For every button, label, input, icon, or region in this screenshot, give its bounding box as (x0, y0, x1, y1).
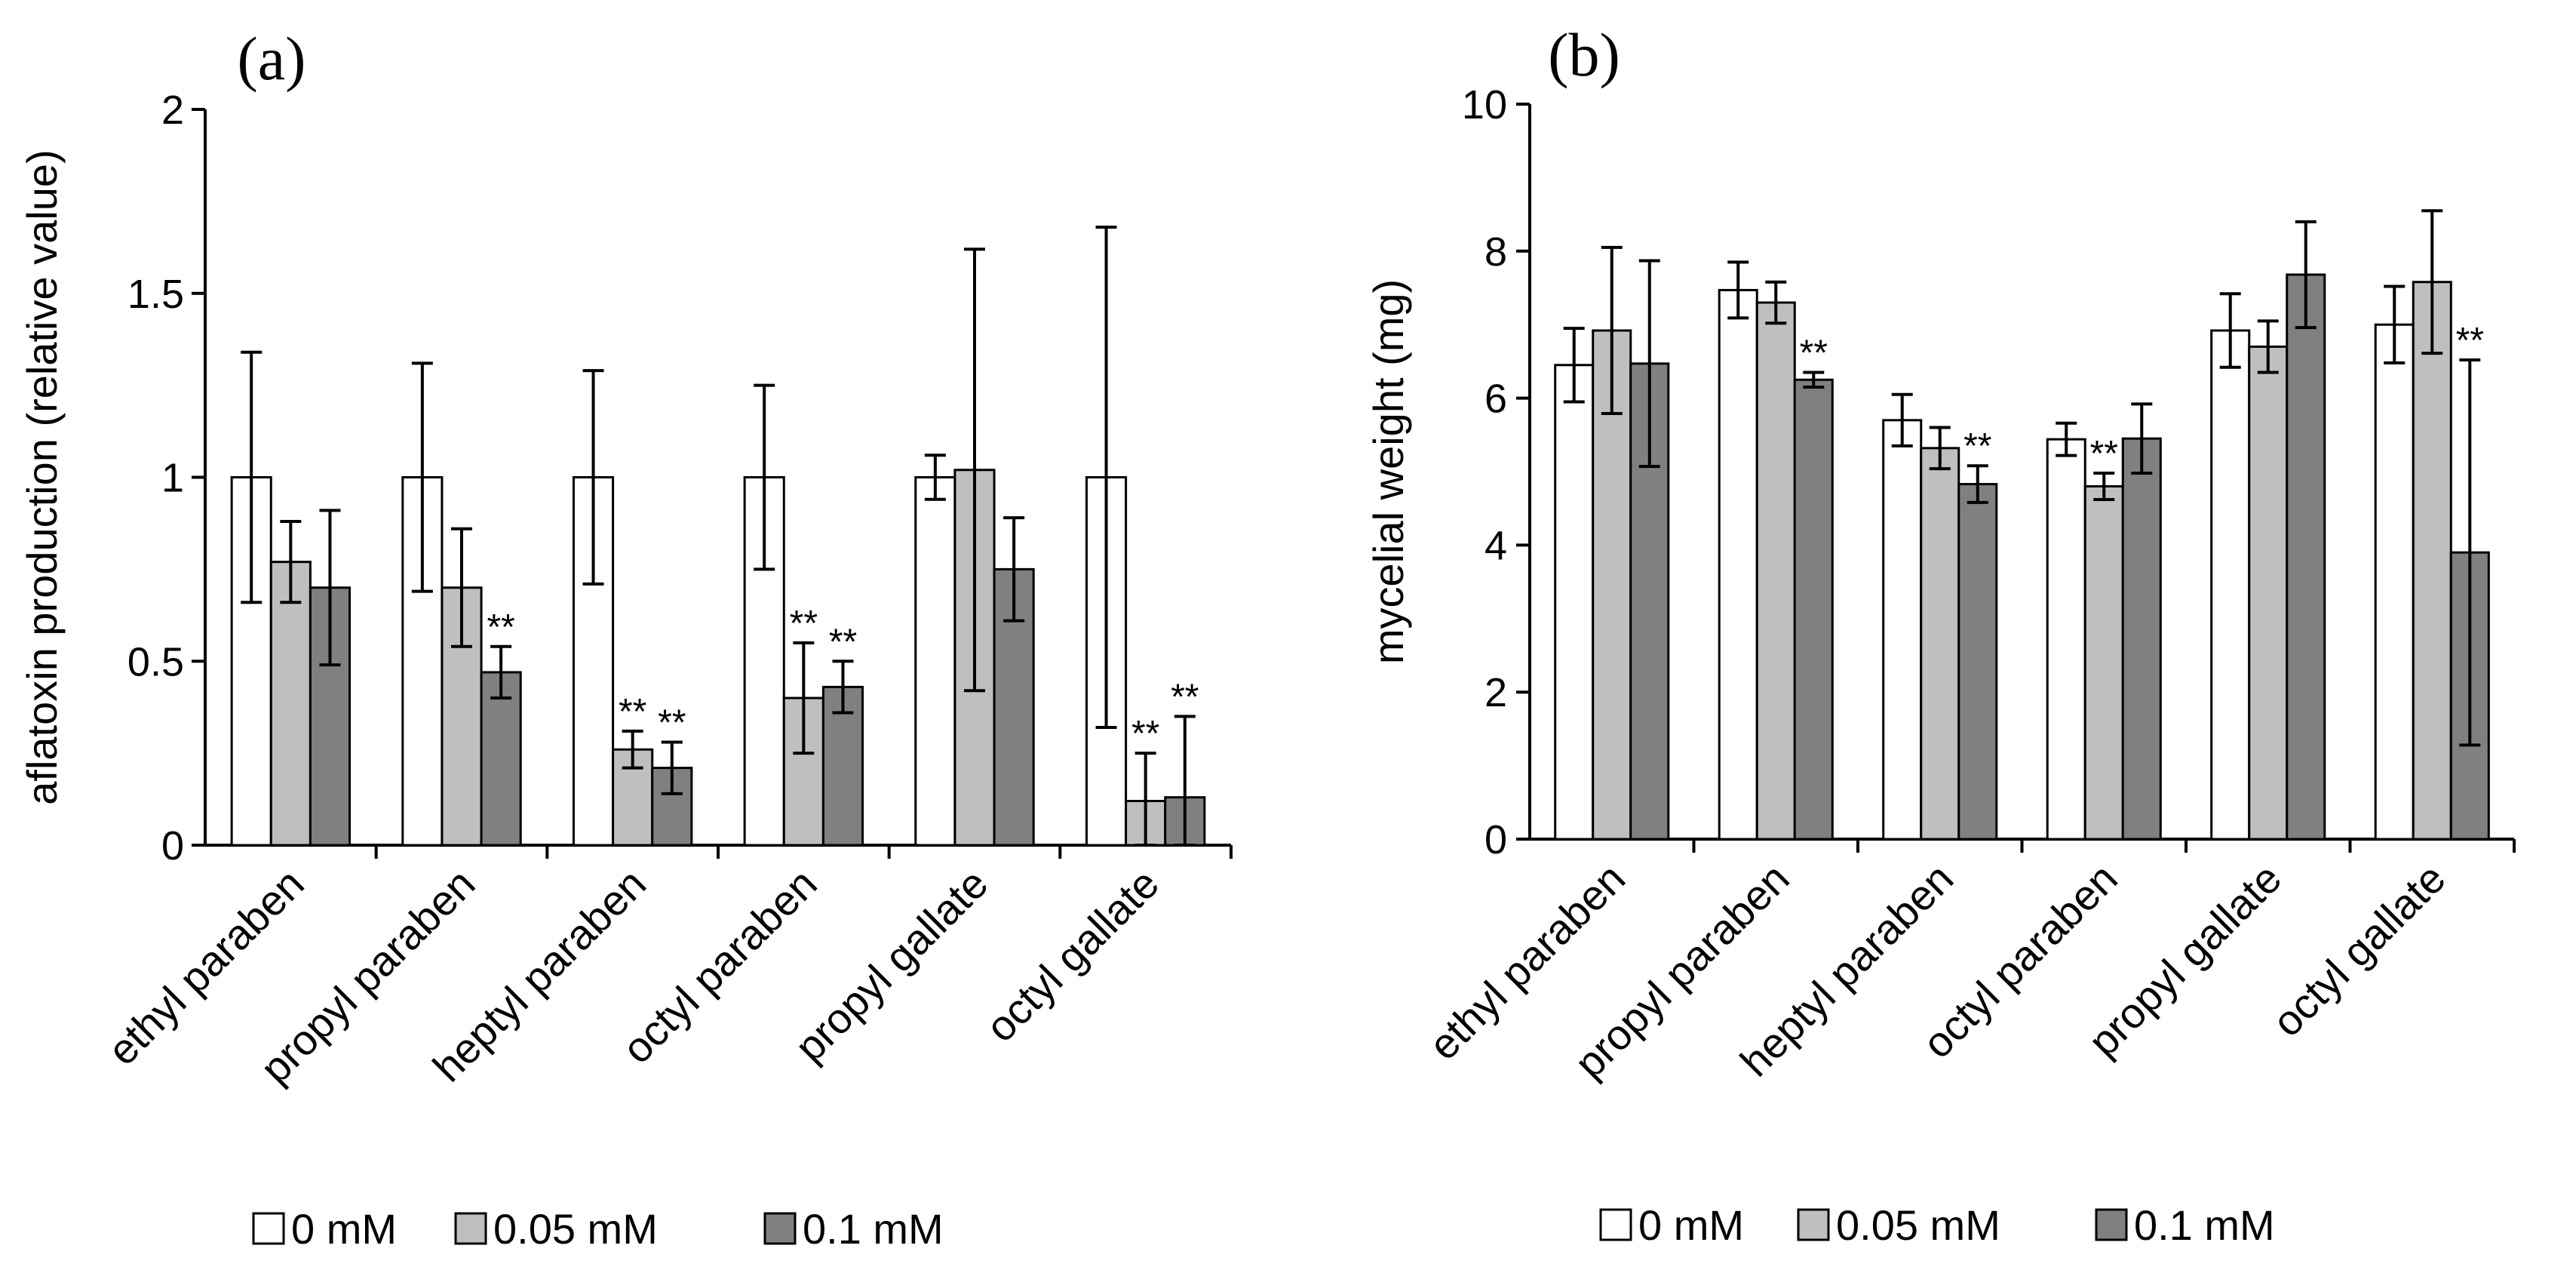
bar-0-1-mm (2121, 437, 2162, 841)
legend-label: 0.05 mM (493, 1205, 658, 1253)
y-axis-label: mycelial weight (mg) (1365, 279, 1412, 664)
significance-mark: ** (1963, 426, 1991, 466)
significance-mark: ** (658, 703, 686, 743)
bar-0-1-mm (1629, 362, 1670, 841)
significance-mark: ** (790, 604, 818, 644)
bar-0-mm (1882, 419, 1923, 841)
bar-0-05-mm (2412, 281, 2452, 841)
panel-label: (b) (1548, 20, 1620, 89)
y-tick-label: 2 (1485, 670, 1507, 715)
bar-0-05-mm (269, 561, 312, 847)
y-tick-label: 6 (1485, 377, 1507, 422)
legend-swatch (763, 1212, 797, 1245)
legend-label: 0 mM (1638, 1201, 1744, 1249)
bar-0-05-mm (2083, 484, 2124, 841)
bar-0-1-mm (2286, 273, 2326, 841)
bar-0-05-mm (1755, 301, 1796, 841)
y-axis-label: aflatoxin production (relative value) (18, 149, 66, 804)
category-label: octyl gallate (976, 859, 1168, 1051)
legend-swatch (1599, 1208, 1632, 1241)
significance-mark: ** (1171, 677, 1199, 717)
legend-label: 0 mM (291, 1205, 397, 1253)
y-tick-label: 0.5 (127, 639, 184, 684)
y-tick-label: 4 (1485, 523, 1507, 568)
y-tick-label: 10 (1462, 82, 1507, 128)
significance-mark: ** (1800, 334, 1828, 374)
legend-swatch (2095, 1208, 2128, 1241)
significance-mark: ** (1131, 714, 1159, 754)
significance-mark: ** (487, 607, 514, 647)
bar-0-mm (2046, 438, 2086, 841)
significance-mark: ** (619, 692, 646, 732)
legend-label: 0.05 mM (1836, 1201, 2000, 1249)
chart-panel-a: (a) aflatoxin production (relative value)… (18, 24, 1233, 1253)
significance-mark: ** (2456, 321, 2484, 361)
y-tick-label: 1 (161, 456, 184, 501)
legend-swatch (1797, 1208, 1830, 1241)
bar-0-mm (1718, 288, 1758, 841)
legend-swatch (252, 1212, 285, 1245)
y-tick-label: 2 (161, 88, 184, 133)
bar-0-1-mm (1957, 483, 1998, 841)
bar-0-mm (2374, 323, 2415, 841)
panel-label: (a) (237, 24, 305, 93)
category-label: octyl gallate (2263, 854, 2455, 1046)
bar-0-mm (2210, 329, 2251, 841)
y-tick-label: 1.5 (127, 272, 184, 317)
significance-mark: ** (829, 622, 857, 662)
legend-label: 0.1 mM (2134, 1201, 2275, 1249)
bar-0-05-mm (1920, 447, 1960, 841)
bar-0-1-mm (480, 671, 522, 847)
significance-mark: ** (2090, 434, 2118, 474)
y-tick-label: 0 (1485, 817, 1507, 863)
y-tick-label: 0 (161, 823, 184, 869)
legend-label: 0.1 mM (803, 1205, 944, 1253)
bar-0-05-mm (2248, 345, 2289, 841)
y-tick-label: 8 (1485, 229, 1507, 275)
legend-swatch (454, 1212, 487, 1245)
bar-0-mm (1554, 364, 1595, 841)
bar-0-1-mm (1793, 378, 1834, 841)
bar-0-mm (914, 476, 956, 847)
